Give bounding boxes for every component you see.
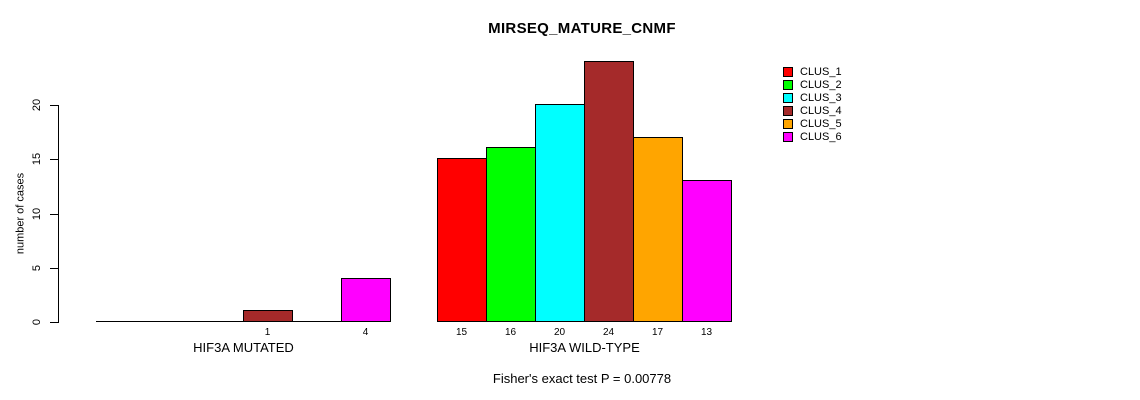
y-tick-label: 20 xyxy=(31,98,43,112)
legend-swatch-clus_3 xyxy=(783,93,793,103)
x-group-label: HIF3A WILD-TYPE xyxy=(529,340,640,355)
legend-label-clus_3: CLUS_3 xyxy=(800,92,842,104)
bar-value-label: 16 xyxy=(504,327,517,338)
bar-value-label: 13 xyxy=(700,327,713,338)
legend-label-clus_2: CLUS_2 xyxy=(800,79,842,91)
bar-clus_6 xyxy=(341,278,391,322)
y-tick xyxy=(50,214,58,215)
bar-clus_3 xyxy=(535,104,585,322)
y-tick-label: 0 xyxy=(31,318,43,326)
y-tick xyxy=(50,159,58,160)
bar-clus_6 xyxy=(682,180,732,322)
y-tick-label: 15 xyxy=(31,152,43,166)
legend-label-clus_1: CLUS_1 xyxy=(800,66,842,78)
y-tick xyxy=(50,322,58,323)
bar-clus_4 xyxy=(243,310,293,322)
y-tick-label: 10 xyxy=(31,207,43,221)
legend-swatch-clus_1 xyxy=(783,67,793,77)
y-axis-line xyxy=(58,105,59,323)
bar-clus_1 xyxy=(437,158,487,322)
bar-value-label: 4 xyxy=(362,327,369,338)
y-tick xyxy=(50,268,58,269)
legend-swatch-clus_4 xyxy=(783,106,793,116)
fisher-test-annotation: Fisher's exact test P = 0.00778 xyxy=(492,371,672,386)
bar-value-label: 24 xyxy=(602,327,615,338)
legend-label-clus_5: CLUS_5 xyxy=(800,118,842,130)
y-axis-label: number of cases xyxy=(14,172,27,255)
legend-label-clus_6: CLUS_6 xyxy=(800,131,842,143)
legend-swatch-clus_2 xyxy=(783,80,793,90)
bar-value-label: 17 xyxy=(651,327,664,338)
bar-value-label: 15 xyxy=(455,327,468,338)
chart-title: MIRSEQ_MATURE_CNMF xyxy=(488,20,676,37)
bar-value-label: 20 xyxy=(553,327,566,338)
legend-swatch-clus_5 xyxy=(783,119,793,129)
bar-value-label: 1 xyxy=(264,327,271,338)
y-tick-label: 5 xyxy=(31,264,43,272)
x-group-label: HIF3A MUTATED xyxy=(193,340,294,355)
legend-label-clus_4: CLUS_4 xyxy=(800,105,842,117)
bar-clus_4 xyxy=(584,61,634,322)
bar-clus_5 xyxy=(633,137,683,322)
bar-clus_2 xyxy=(486,147,536,322)
legend-swatch-clus_6 xyxy=(783,132,793,142)
y-tick xyxy=(50,105,58,106)
